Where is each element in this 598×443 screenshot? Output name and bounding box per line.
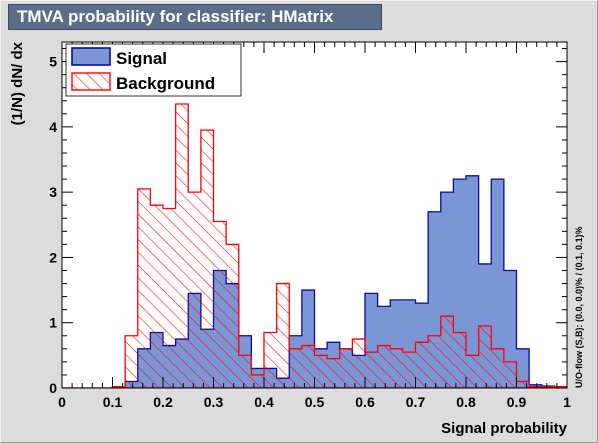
x-tick-label: 0.6 [355, 394, 375, 410]
x-tick-label: 0.5 [305, 394, 325, 410]
y-tick-label: 5 [49, 54, 57, 70]
x-tick-label: 0.3 [204, 394, 224, 410]
y-tick-label: 0 [49, 380, 57, 396]
y-tick-label: 2 [49, 249, 57, 265]
x-axis-title: Signal probability [441, 420, 568, 437]
y-tick-label: 1 [49, 315, 57, 331]
legend-background-swatch [71, 72, 111, 91]
x-tick-label: 0 [58, 394, 66, 410]
chart-title-box: TMVA probability for classifier: HMatrix [8, 4, 382, 30]
y-tick-label: 4 [49, 119, 57, 135]
x-tick-label: 0.7 [406, 394, 426, 410]
overflow-note: U/O-flow (S,B): (0.0, 0.0)% / (0.1, 0.1)… [574, 226, 584, 388]
y-axis-title: (1/N) dN/ dx [9, 41, 26, 125]
x-tick-label: 0.2 [153, 394, 173, 410]
y-tick-label: 3 [49, 184, 57, 200]
x-tick-label: 1 [563, 394, 571, 410]
x-tick-label: 0.1 [103, 394, 123, 410]
x-tick-label: 0.9 [507, 394, 527, 410]
legend-signal-label: Signal [116, 49, 167, 68]
x-tick-label: 0.4 [254, 394, 274, 410]
background-histogram [62, 103, 567, 388]
legend-background-label: Background [116, 74, 215, 93]
legend: Signal Background [65, 43, 242, 97]
chart-title: TMVA probability for classifier: HMatrix [17, 7, 334, 26]
legend-signal-swatch [71, 47, 111, 66]
x-tick-label: 0.8 [456, 394, 476, 410]
